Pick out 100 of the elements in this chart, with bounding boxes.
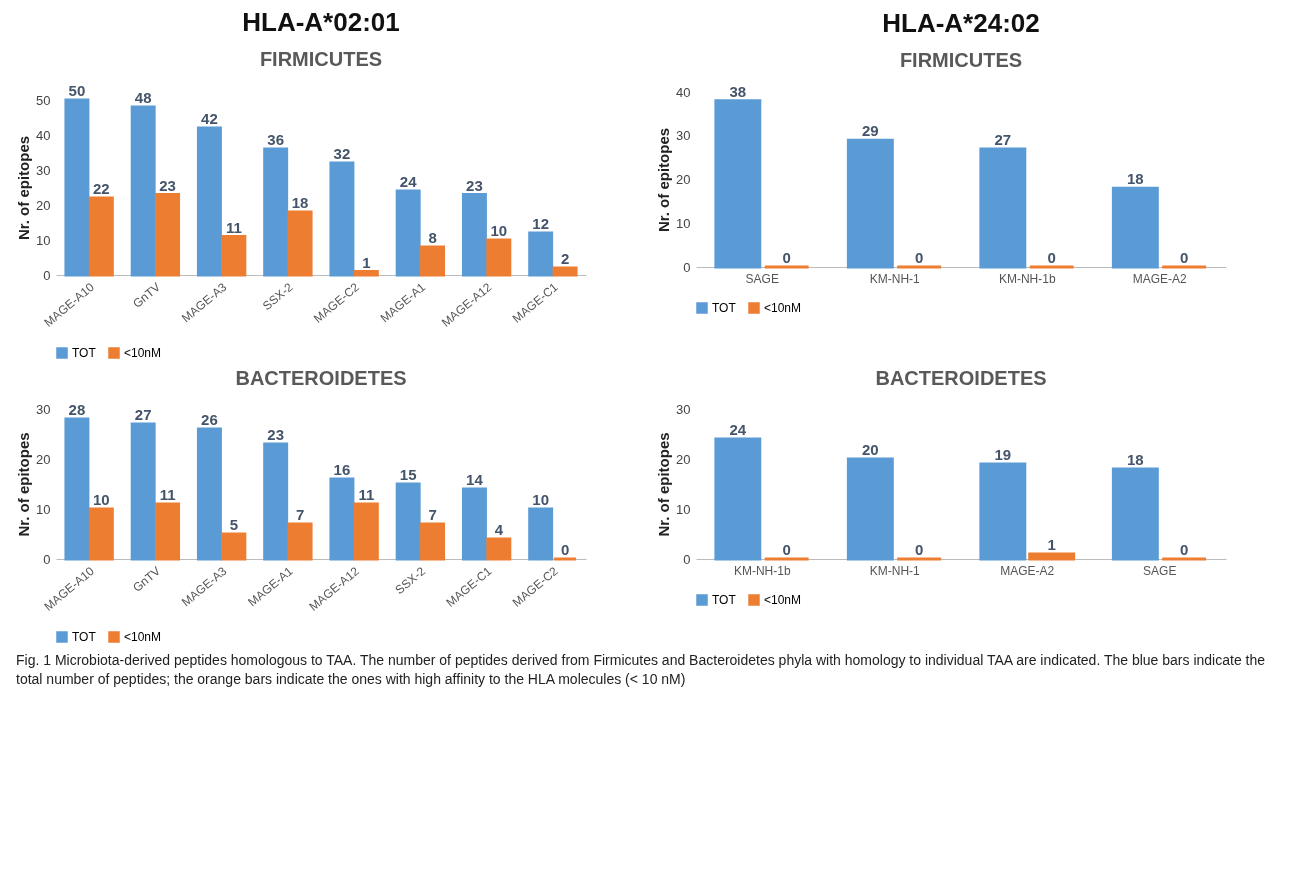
bar: [846, 138, 894, 269]
bar: [353, 502, 379, 561]
data-label: 48: [134, 89, 152, 106]
bar: [287, 522, 313, 561]
chart-title: BACTEROIDETES: [875, 367, 1047, 389]
y-tick-label: 20: [36, 451, 51, 467]
bar: [263, 147, 289, 277]
x-tick-label: KM-NH-1: [869, 271, 921, 286]
data-label: 28: [68, 401, 86, 418]
data-label: 8: [428, 229, 437, 246]
bar: [263, 442, 289, 561]
bar: [130, 422, 156, 561]
bar: [395, 482, 421, 561]
x-tick-label: MAGE-A2: [1132, 271, 1188, 286]
data-label: 15: [399, 466, 417, 483]
data-label: 0: [914, 541, 924, 558]
legend-label: TOT: [72, 346, 97, 360]
y-tick-label: 40: [676, 84, 691, 100]
data-label: 16: [333, 461, 351, 478]
legend-label: <10nM: [764, 301, 802, 315]
y-tick-label: 30: [36, 162, 51, 178]
data-label: 10: [92, 491, 110, 508]
data-label: 10: [490, 222, 508, 239]
data-label: 4: [494, 521, 504, 538]
y-tick-label: 10: [36, 232, 51, 248]
data-label: 1: [362, 253, 371, 271]
y-tick-label: 10: [676, 215, 691, 231]
bar: [1111, 467, 1159, 561]
data-label: 7: [428, 506, 437, 523]
bar: [528, 507, 554, 561]
y-tick-label: 30: [36, 401, 51, 417]
data-label: 0: [782, 249, 791, 266]
data-label: 19: [994, 446, 1012, 463]
data-label: 0: [914, 249, 924, 266]
y-axis-title: Nr. of epitopes: [15, 432, 33, 537]
bar: [714, 99, 762, 269]
x-tick-label: SAGE: [1143, 563, 1177, 578]
y-tick-label: 0: [683, 551, 691, 567]
y-tick-label: 0: [683, 259, 691, 275]
bar: [1111, 186, 1159, 269]
bar: [552, 266, 578, 277]
bar: [88, 507, 114, 561]
y-axis-title: Nr. of epitopes: [15, 135, 33, 241]
data-label: 11: [225, 218, 242, 236]
x-tick-label: KM-NH-1b: [998, 271, 1056, 286]
bar: [461, 193, 487, 277]
chart-title: BACTEROIDETES: [235, 367, 407, 389]
y-tick-label: 20: [676, 451, 691, 467]
data-label: 29: [862, 122, 879, 140]
data-label: 18: [291, 194, 309, 211]
data-label: 50: [68, 82, 86, 99]
chart-title: HLA-A*02:01: [242, 7, 400, 37]
data-label: 14: [466, 471, 484, 488]
bar: [979, 147, 1027, 269]
bar: [420, 522, 446, 561]
caption: Fig. 1 Microbiota-derived peptides homologous to TAA. The number of peptides derived from Firmicutes and Bacteroidetes phyla with homology to individual TAA are indicated. The blue bars indicate the total number of peptides; the orange bars indicate the ones with high affinity to the HLA molecules (< 10 nM): [16, 651, 1267, 689]
y-tick-label: 10: [676, 501, 691, 517]
data-label: 0: [1179, 249, 1189, 266]
y-tick-label: 0: [43, 267, 51, 283]
data-label: 0: [782, 541, 791, 558]
y-tick-label: 40: [36, 127, 51, 143]
data-label: 18: [1127, 170, 1144, 188]
data-label: 27: [994, 130, 1012, 148]
data-label: 7: [295, 506, 305, 523]
bar: [64, 417, 90, 561]
data-label: 0: [1179, 541, 1189, 558]
data-label: 26: [201, 411, 218, 428]
data-label: 12: [532, 215, 550, 232]
data-label: 23: [267, 426, 285, 443]
data-label: 38: [729, 82, 747, 100]
bar: [196, 427, 222, 561]
legend-label: TOT: [712, 301, 737, 315]
bar: [221, 235, 247, 277]
data-label: 11: [159, 486, 176, 503]
y-tick-label: 30: [676, 401, 691, 417]
chart-title: HLA-A*24:02: [882, 7, 1040, 38]
data-label: 27: [134, 406, 152, 423]
bar: [88, 196, 114, 277]
x-tick-label: MAGE-A2: [1000, 563, 1055, 578]
y-tick-label: 0: [43, 551, 51, 567]
data-label: 5: [229, 516, 238, 533]
y-tick-label: 10: [36, 501, 51, 517]
y-axis-title: Nr. of epitopes: [655, 127, 673, 233]
bar: [528, 231, 554, 277]
bar: [979, 462, 1027, 561]
bar: [196, 126, 222, 277]
data-label: 18: [1127, 451, 1144, 468]
y-tick-label: 20: [36, 197, 51, 213]
legend-label: TOT: [72, 630, 97, 644]
data-label: 0: [560, 541, 570, 558]
legend-label: <10nM: [764, 593, 802, 607]
data-label: 24: [729, 421, 747, 438]
bar: [130, 105, 156, 277]
data-label: 20: [862, 441, 879, 458]
data-label: 22: [92, 180, 110, 197]
data-label: 36: [267, 131, 285, 148]
y-axis-title: Nr. of epitopes: [655, 432, 673, 537]
data-label: 23: [159, 176, 176, 194]
x-tick-label: KM-NH-1: [869, 563, 921, 578]
y-tick-label: 20: [676, 172, 691, 187]
